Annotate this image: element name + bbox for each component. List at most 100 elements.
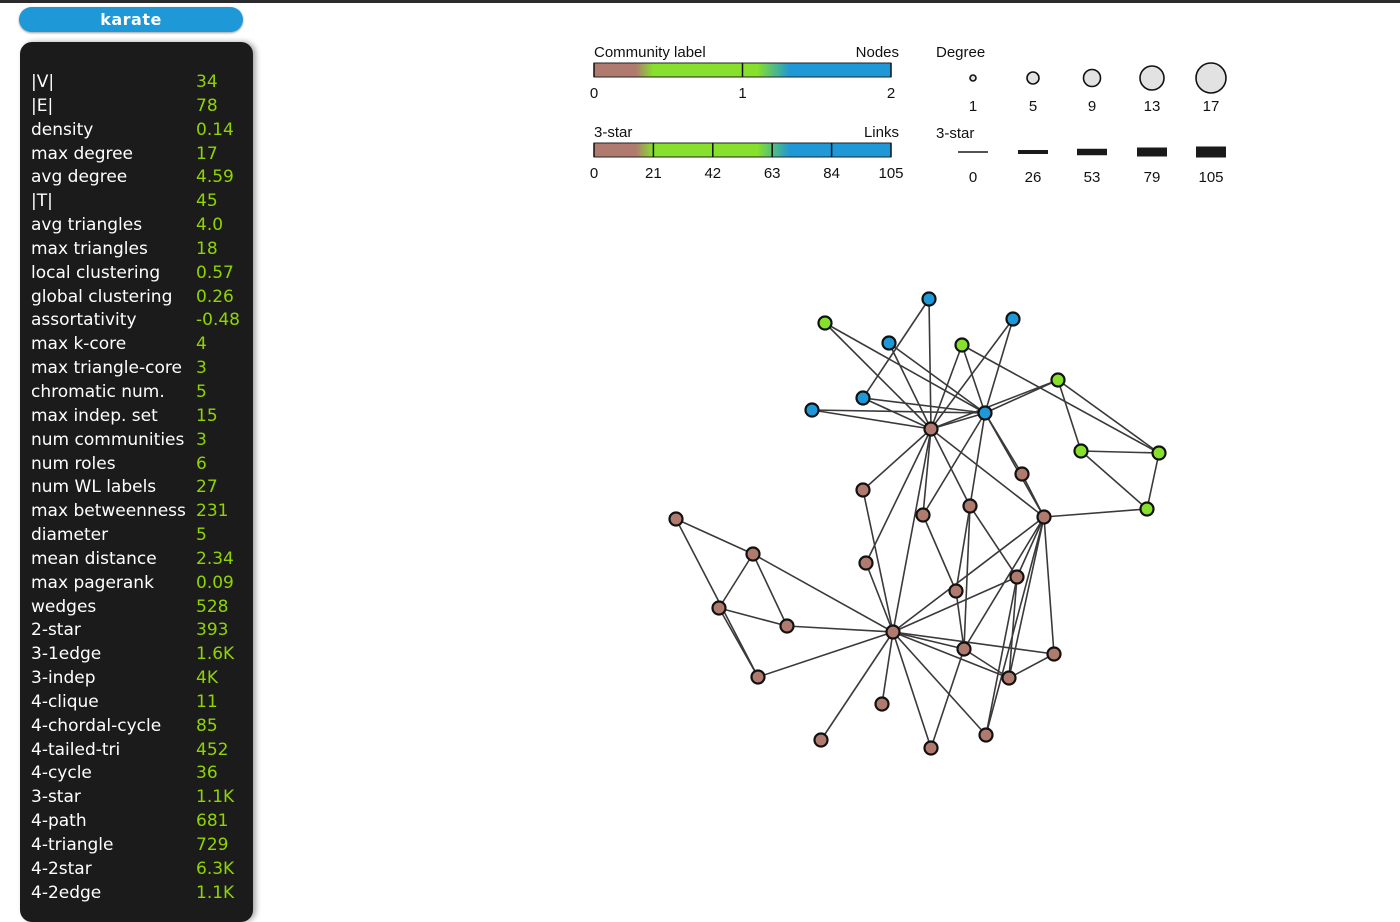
- stat-label: mean distance: [31, 548, 157, 569]
- graph-node[interactable]: [915, 507, 931, 523]
- graph-edge: [892, 631, 1055, 655]
- bar-tick-label: 105: [878, 165, 903, 182]
- graph-node[interactable]: [711, 600, 727, 616]
- stat-value: 0.26: [196, 286, 234, 307]
- graph-edge: [862, 397, 986, 414]
- metric-ticks: 0 21 42 63 84 105: [590, 143, 904, 182]
- graph-node[interactable]: [855, 482, 871, 498]
- graph-edge: [1043, 516, 1055, 655]
- stat-label: diameter: [31, 525, 109, 546]
- stat-row: |E| 78: [31, 94, 253, 118]
- graph-node[interactable]: [1073, 443, 1089, 459]
- graph-edges: [675, 298, 1160, 749]
- stat-label: 4-path: [31, 811, 87, 832]
- degree-size-marker: [969, 74, 977, 82]
- graph-node[interactable]: [858, 555, 874, 571]
- stat-value: 4.59: [196, 167, 234, 188]
- metric-color-bar: [593, 142, 892, 158]
- graph-node[interactable]: [1151, 445, 1167, 461]
- degree-size-label: 17: [1203, 98, 1220, 115]
- community-legend-nodes-label: Nodes: [856, 44, 899, 61]
- stat-label: |E|: [31, 95, 54, 116]
- link-width-marker: [958, 151, 988, 153]
- graph-node[interactable]: [1014, 466, 1030, 482]
- stat-row: 3-1edge 1.6K: [31, 642, 253, 666]
- graph-node[interactable]: [817, 315, 833, 331]
- graph-edge: [892, 631, 987, 736]
- graph-node[interactable]: [956, 641, 972, 657]
- degree-size-legend: 1 5 9 13 17: [969, 62, 1227, 115]
- stat-label: 4-2edge: [31, 882, 102, 903]
- stat-value: 6.3K: [196, 858, 235, 879]
- stat-label: 4-cycle: [31, 763, 92, 784]
- graph-node[interactable]: [977, 405, 993, 421]
- stat-row: 4-triangle 729: [31, 833, 253, 857]
- stat-value: 0.14: [196, 119, 234, 140]
- link-width-marker: [1196, 146, 1226, 158]
- stat-value: 78: [196, 95, 218, 116]
- network-graph[interactable]: [650, 280, 1190, 780]
- graph-node[interactable]: [1001, 670, 1017, 686]
- graph-edge: [961, 344, 1160, 454]
- stat-row: 4-cycle 36: [31, 761, 253, 785]
- link-legend-title: 3-star: [936, 125, 974, 142]
- stat-value: 27: [196, 477, 218, 498]
- stat-value: 2.34: [196, 548, 234, 569]
- graph-edge: [862, 397, 932, 430]
- graph-edge: [892, 428, 932, 633]
- metric-legend-title: 3-star: [594, 124, 632, 141]
- graph-node[interactable]: [750, 669, 766, 685]
- graph-node[interactable]: [813, 732, 829, 748]
- stat-value: 5: [196, 381, 207, 402]
- graph-node[interactable]: [954, 337, 970, 353]
- graph-node[interactable]: [1046, 646, 1062, 662]
- graph-edge: [865, 428, 932, 564]
- graph-node[interactable]: [1009, 569, 1025, 585]
- graph-edge: [930, 379, 1059, 430]
- graph-node[interactable]: [745, 546, 761, 562]
- link-width-label: 53: [1084, 169, 1101, 186]
- graph-node[interactable]: [962, 498, 978, 514]
- link-width-label: 26: [1025, 169, 1042, 186]
- graph-edge: [930, 428, 1045, 518]
- stat-value: 393: [196, 620, 229, 641]
- graph-node[interactable]: [923, 740, 939, 756]
- graph-node[interactable]: [855, 390, 871, 406]
- graph-node[interactable]: [1005, 311, 1021, 327]
- degree-size-label: 9: [1088, 98, 1096, 115]
- graph-node[interactable]: [923, 421, 939, 437]
- graph-edge: [862, 489, 894, 633]
- stat-row: num WL labels 27: [31, 475, 253, 499]
- graph-node[interactable]: [1036, 509, 1052, 525]
- graph-edge: [892, 631, 1010, 679]
- stat-label: 2-star: [31, 620, 81, 641]
- stat-value: 11: [196, 691, 218, 712]
- graph-node[interactable]: [921, 291, 937, 307]
- graph-node[interactable]: [885, 624, 901, 640]
- degree-size-label: 5: [1029, 98, 1037, 115]
- stat-value: 36: [196, 763, 218, 784]
- stat-row: 4-chordal-cycle 85: [31, 714, 253, 738]
- graph-node[interactable]: [874, 696, 890, 712]
- graph-node[interactable]: [1139, 501, 1155, 517]
- graph-nodes: [668, 291, 1167, 756]
- graph-edge: [1008, 653, 1055, 679]
- graph-node[interactable]: [881, 335, 897, 351]
- bar-tick-label: 21: [645, 165, 662, 182]
- graph-node[interactable]: [804, 402, 820, 418]
- stats-list: |V| 34 |E| 78 density 0.14 max degree 17 avg deg…: [31, 70, 253, 905]
- stat-label: max betweenness: [31, 501, 186, 522]
- stats-panel: |V| 34 |E| 78 density 0.14 max degree 17 avg deg…: [20, 42, 253, 922]
- graph-node[interactable]: [668, 511, 684, 527]
- graph-node[interactable]: [779, 618, 795, 634]
- stat-label: 4-clique: [31, 691, 99, 712]
- graph-node[interactable]: [978, 727, 994, 743]
- graph-title-button[interactable]: karate: [19, 7, 243, 32]
- graph-edge: [752, 553, 894, 633]
- graph-node[interactable]: [1050, 372, 1066, 388]
- graph-edge: [811, 409, 986, 414]
- stat-label: 3-1edge: [31, 644, 102, 665]
- graph-node[interactable]: [948, 583, 964, 599]
- graph-edge: [930, 648, 965, 749]
- degree-size-marker: [1082, 68, 1102, 88]
